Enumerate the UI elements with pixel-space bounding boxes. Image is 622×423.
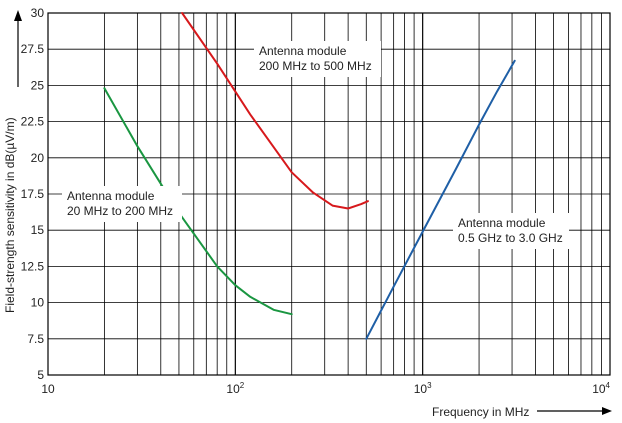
annotation-text: 200 MHz to 500 MHz [259, 59, 372, 73]
series-line-2 [181, 12, 369, 210]
y-tick-label: 12.5 [21, 259, 45, 273]
x-tick-label: 10 [41, 382, 55, 396]
annotation-text: 20 MHz to 200 MHz [67, 204, 173, 218]
x-tick-label: 102 [226, 381, 244, 396]
series-line-3 [365, 59, 516, 340]
y-tick-label: 30 [31, 6, 45, 20]
tick-labels: 5 7.5 10 12.5 15 17.5 20 22.5 25 27.5 30 10 102 103 10… [21, 6, 611, 396]
plot-frame [47, 12, 611, 376]
annotation-text: Antenna module [67, 189, 155, 203]
annotation-background [62, 186, 182, 222]
y-tick-label: 22.5 [21, 115, 45, 129]
series-line-1 [103, 87, 293, 316]
y-tick-label: 15 [31, 223, 45, 237]
y-axis-arrow [14, 10, 22, 87]
y-tick-label: 17.5 [21, 187, 45, 201]
x-tick-label: 104 [592, 381, 610, 396]
series-layer [103, 12, 516, 340]
annotation-background [254, 41, 381, 77]
x-tick-label: 103 [414, 381, 432, 396]
y-tick-label: 5 [37, 368, 44, 382]
annotation-text: 0.5 GHz to 3.0 GHz [458, 231, 563, 245]
y-tick-label: 7.5 [27, 332, 44, 346]
annotation-background [453, 213, 569, 249]
y-axis-label: Field-strength sensitivity in dB(µV/m) [3, 117, 17, 313]
y-tick-label: 20 [31, 151, 45, 165]
y-tick-label: 10 [31, 296, 45, 310]
y-tick-label: 27.5 [21, 42, 45, 56]
y-tick-label: 25 [31, 78, 45, 92]
x-axis-label: Frequency in MHz [432, 405, 529, 419]
annotation-text: Antenna module [259, 44, 347, 58]
annotation-text: Antenna module [458, 216, 546, 230]
x-axis-arrow [537, 407, 612, 415]
